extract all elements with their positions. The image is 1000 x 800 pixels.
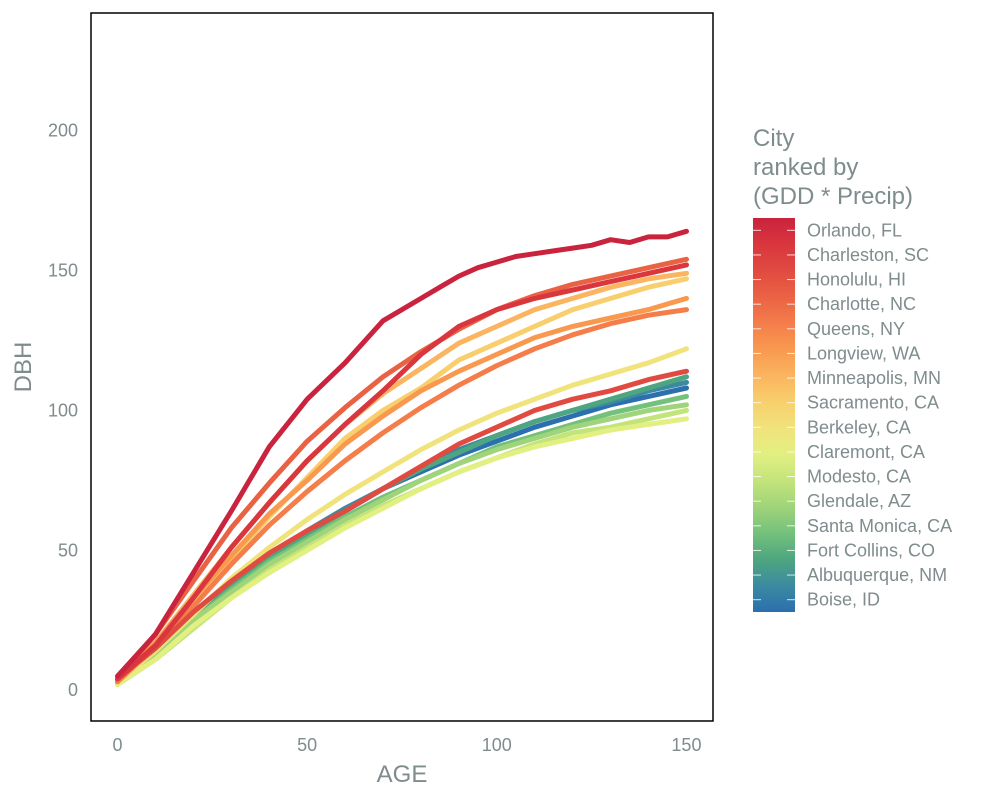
legend-label: Claremont, CA: [807, 442, 925, 462]
x-tick-label: 100: [482, 735, 512, 755]
y-tick-label: 200: [48, 121, 78, 141]
x-tick-label: 150: [671, 735, 701, 755]
legend-label: Minneapolis, MN: [807, 368, 941, 388]
series-line-12: [115, 393, 689, 685]
y-tick-label: 150: [48, 260, 78, 280]
series-line-3: [115, 256, 689, 682]
plot-frame: [90, 12, 714, 722]
legend-label: Sacramento, CA: [807, 393, 939, 413]
x-axis-ticks: 0 50 100 150: [113, 735, 702, 755]
legend-label: Charlotte, NC: [807, 294, 916, 314]
x-tick-label: 0: [113, 735, 123, 755]
legend-label: Charleston, SC: [807, 245, 929, 265]
legend-title-line: City: [753, 125, 794, 152]
x-axis-title: AGE: [377, 761, 428, 788]
legend-label: Modesto, CA: [807, 467, 911, 487]
legend-label: Berkeley, CA: [807, 417, 911, 437]
legend-label: Albuquerque, NM: [807, 565, 947, 585]
legend-label: Santa Monica, CA: [807, 516, 952, 536]
y-tick-label: 0: [68, 680, 78, 700]
legend-label: Honolulu, HI: [807, 270, 906, 290]
series-line-9: [115, 416, 689, 688]
legend-label: Longview, WA: [807, 343, 920, 363]
legend-tick-marks: [753, 229, 795, 601]
legend-label: Queens, NY: [807, 319, 905, 339]
y-axis-ticks: 0 50 100 150 200: [48, 121, 78, 701]
series-line-5: [115, 295, 689, 685]
series-line-4: [115, 307, 689, 685]
series-line-10: [115, 407, 689, 688]
legend-title-line: ranked by: [753, 154, 858, 181]
y-tick-label: 50: [58, 540, 78, 560]
y-tick-label: 100: [48, 400, 78, 420]
legend-label: Boise, ID: [807, 590, 880, 610]
legend-label: Orlando, FL: [807, 220, 902, 240]
series-line-0: [115, 228, 689, 679]
legend-label: Fort Collins, CO: [807, 540, 935, 560]
plot-lines: [115, 228, 689, 688]
series-line-2: [115, 368, 689, 682]
series-line-1: [115, 262, 689, 682]
legend-title-line: (GDD * Precip): [753, 183, 913, 210]
y-axis-title: DBH: [10, 342, 37, 393]
legend-labels: Orlando, FL Charleston, SC Honolulu, HI Cha…: [807, 220, 952, 609]
legend-color-bar: [753, 218, 795, 612]
legend-label: Glendale, AZ: [807, 491, 911, 511]
series-line-11: [115, 402, 689, 685]
x-tick-label: 50: [297, 735, 317, 755]
